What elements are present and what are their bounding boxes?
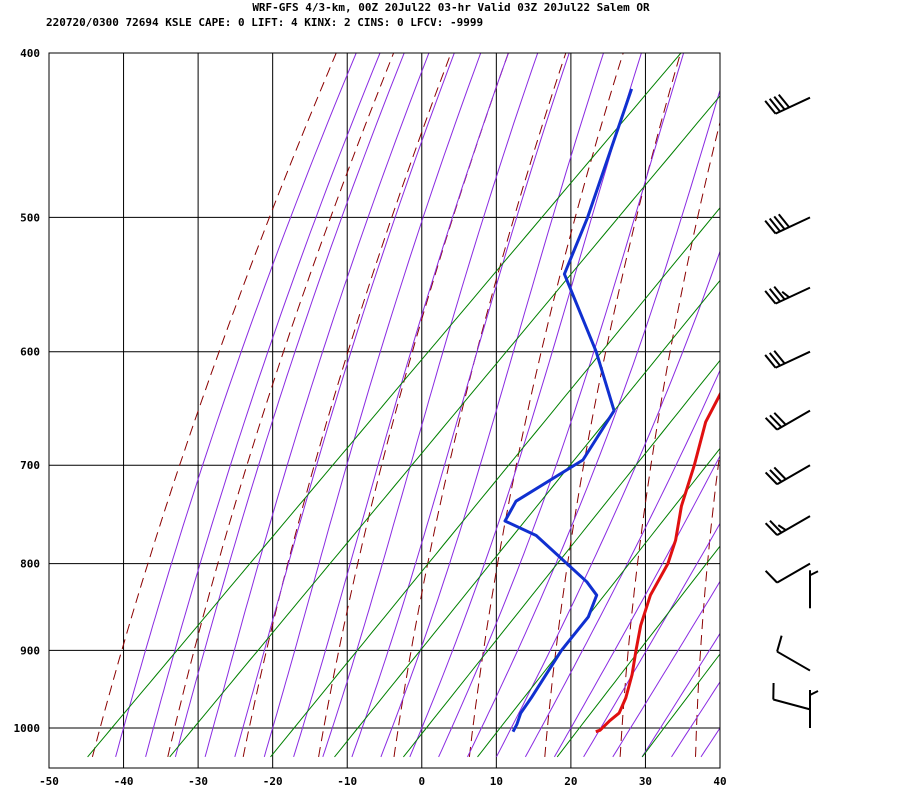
chart-header-line-1: WRF-GFS 4/3-km, 00Z 20Jul22 03-hr Valid … xyxy=(252,1,650,14)
sounding-traces xyxy=(503,88,720,734)
moist-adiabat-line xyxy=(380,53,604,758)
x-tick-label: -30 xyxy=(188,775,208,788)
mixing-ratio-line xyxy=(403,359,720,758)
y-axis-tick-labels: 400 500 600 700 800 900 1000 xyxy=(14,47,41,735)
x-tick-label: 10 xyxy=(490,775,503,788)
moist-adiabat-line xyxy=(115,53,357,758)
mixing-ratio-line xyxy=(169,95,720,758)
y-tick-label: 900 xyxy=(20,644,40,657)
plot-frame xyxy=(48,52,721,769)
mixing-ratio-line xyxy=(87,53,682,758)
wind-barb xyxy=(776,635,811,672)
moist-adiabat-line xyxy=(438,53,685,758)
moist-adiabat-line xyxy=(145,53,381,758)
y-tick-label: 800 xyxy=(20,558,40,571)
dry-adiabat-line xyxy=(771,53,853,757)
dry-adiabat-line xyxy=(393,53,567,757)
temperature-profile-line xyxy=(595,391,720,734)
dry-adiabat-line xyxy=(468,53,624,757)
x-tick-label: -20 xyxy=(263,775,283,788)
chart-header-line-2: 220720/0300 72694 KSLE CAPE: 0 LIFT: 4 K… xyxy=(46,16,483,29)
wind-barb xyxy=(764,285,811,305)
x-tick-label: 20 xyxy=(564,775,577,788)
moist-adiabat-line xyxy=(553,454,720,758)
x-axis-tick-labels: -50 -40 -30 -20 -10 0 10 20 30 40 xyxy=(39,775,727,788)
moist-adiabat-line xyxy=(322,53,539,758)
moist-adiabat-line xyxy=(174,53,405,758)
moist-adiabat-line xyxy=(495,249,720,758)
wind-barb xyxy=(764,409,811,431)
mixing-ratio-line xyxy=(270,207,720,758)
mixing-ratio-line xyxy=(556,545,720,758)
x-tick-label: 40 xyxy=(713,775,726,788)
dewpoint-profile-line xyxy=(503,88,634,733)
moist-adiabat-line xyxy=(409,53,642,758)
background-lines xyxy=(49,53,900,768)
y-tick-label: 700 xyxy=(20,459,40,472)
moist-adiabat-line xyxy=(263,53,482,758)
y-tick-label: 1000 xyxy=(14,722,41,735)
wind-barb xyxy=(764,213,811,235)
dry-adiabat-line xyxy=(91,53,337,758)
wind-barb xyxy=(809,570,819,609)
y-tick-label: 600 xyxy=(20,346,40,359)
x-tick-label: -10 xyxy=(337,775,357,788)
moist-adiabat-line xyxy=(204,53,430,758)
moist-adiabat-line xyxy=(351,53,570,758)
y-tick-label: 400 xyxy=(20,47,40,60)
y-tick-label: 500 xyxy=(20,211,40,224)
x-tick-label: -40 xyxy=(114,775,134,788)
wind-barb-column xyxy=(764,93,819,728)
moist-adiabat-line xyxy=(641,632,720,758)
dry-adiabat-line xyxy=(845,53,900,757)
wind-barb xyxy=(772,683,811,711)
wind-barb xyxy=(764,515,811,536)
wind-barb xyxy=(764,93,811,115)
x-tick-label: 0 xyxy=(418,775,425,788)
mixing-ratio-line xyxy=(334,279,720,758)
moist-adiabat-line xyxy=(234,53,455,758)
x-tick-label: -50 xyxy=(39,775,59,788)
mixing-ratio-line xyxy=(641,653,720,758)
wind-barb xyxy=(764,350,811,369)
moist-adiabat-line xyxy=(700,727,720,758)
moist-adiabat-line xyxy=(467,88,720,758)
mixing-ratio-line xyxy=(477,447,720,758)
dry-adiabat-line xyxy=(544,53,681,757)
dry-adiabat-line xyxy=(619,120,720,757)
x-tick-label: 30 xyxy=(639,775,652,788)
dry-adiabat-line xyxy=(167,53,395,758)
moist-adiabat-line xyxy=(293,53,509,758)
moist-adiabat-line xyxy=(612,580,720,758)
wind-barb xyxy=(809,690,819,728)
wind-barb xyxy=(764,464,811,486)
moist-adiabat-line xyxy=(524,369,720,758)
wind-barb xyxy=(764,562,811,584)
dry-adiabat-line xyxy=(242,53,452,757)
